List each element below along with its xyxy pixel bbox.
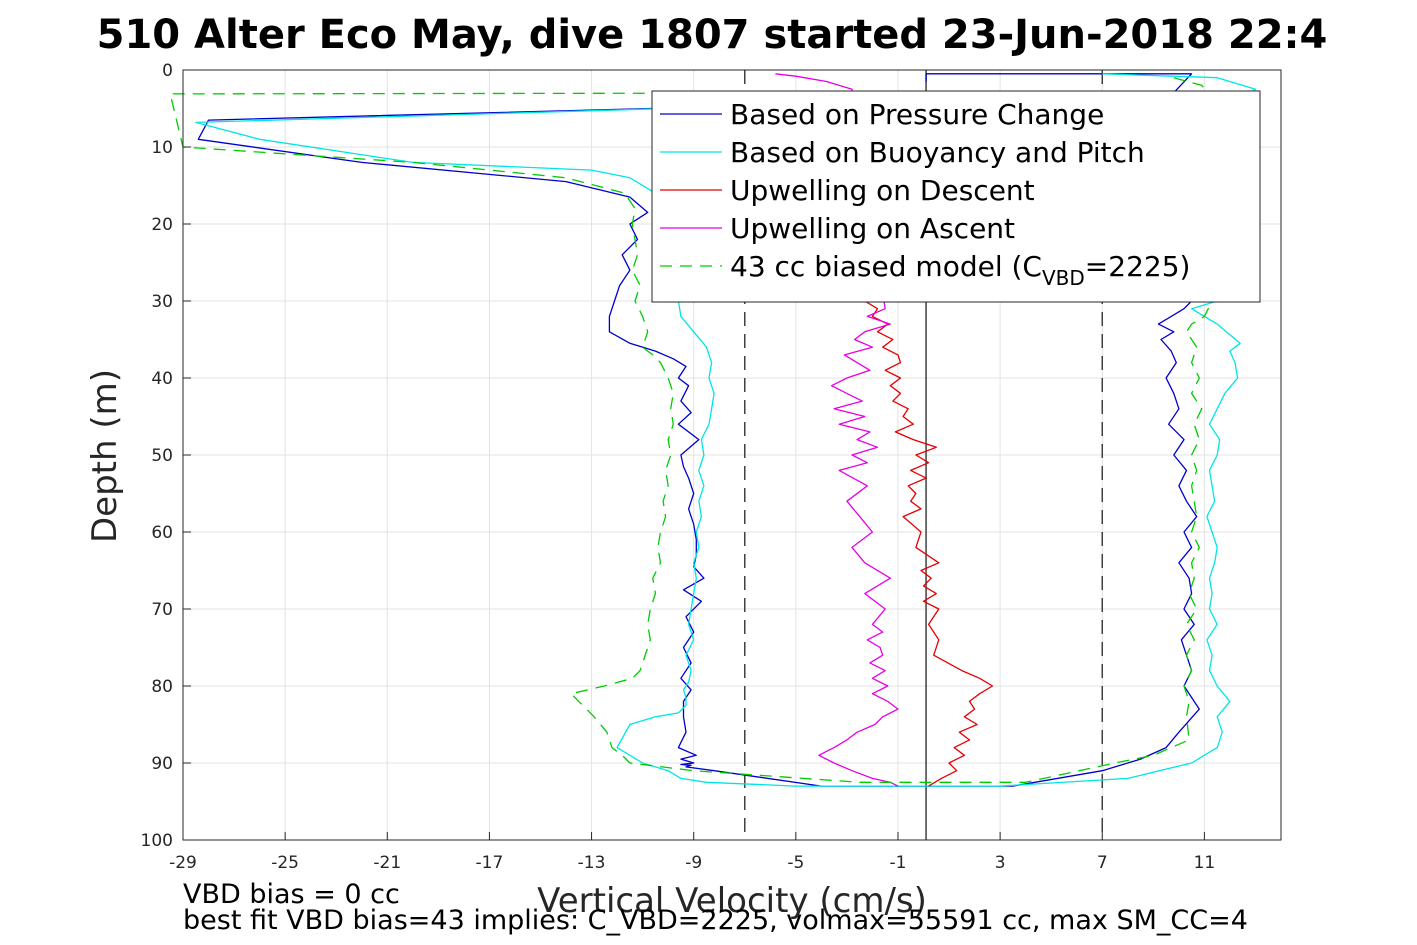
- y-tick-label: 10: [151, 138, 173, 158]
- legend: Based on Pressure Change Based on Buoyanc…: [651, 90, 1261, 303]
- vbd-bias-note: VBD bias = 0 cc: [183, 879, 400, 910]
- x-tick-label: -21: [373, 853, 401, 873]
- x-tick-label: 11: [1194, 853, 1216, 873]
- legend-entry-4: 43 cc biased model (CVBD=2225): [730, 250, 1190, 290]
- x-axis-ticks: -29 -25 -21 -17 -13 -9 -5 -1 3 7 11: [169, 832, 1215, 873]
- y-tick-label: 40: [151, 369, 173, 389]
- legend-entry-2: Upwelling on Descent: [730, 174, 1035, 207]
- x-tick-label: -25: [271, 853, 299, 873]
- x-tick-label: -29: [169, 853, 197, 873]
- y-axis-ticks: 0 10 20 30 40 50 60 70 80 90 100: [141, 61, 191, 851]
- x-tick-label: -5: [787, 853, 804, 873]
- x-tick-label: -9: [685, 853, 702, 873]
- y-tick-label: 20: [151, 215, 173, 235]
- legend-entry-3: Upwelling on Ascent: [730, 212, 1015, 245]
- legend-entry-1: Based on Buoyancy and Pitch: [730, 136, 1145, 169]
- y-tick-label: 60: [151, 523, 173, 543]
- x-tick-label: -17: [476, 853, 504, 873]
- x-tick-label: -1: [890, 853, 907, 873]
- series-line-0: [197, 73, 1206, 787]
- series-line-4: [169, 77, 1226, 783]
- legend-box: [651, 90, 1261, 303]
- series-line-2: [864, 300, 994, 787]
- y-tick-label: 80: [151, 677, 173, 697]
- chart-title: 510 Alter Eco May, dive 1807 started 23-…: [97, 12, 1328, 58]
- series-line-3: [775, 73, 899, 787]
- x-tick-label: 7: [1097, 853, 1108, 873]
- y-tick-label: 90: [151, 754, 173, 774]
- series-line-1: [195, 73, 1257, 787]
- legend-label-prefix: 43 cc biased model (C: [730, 250, 1042, 283]
- y-tick-label: 30: [151, 292, 173, 312]
- legend-entry-0: Based on Pressure Change: [730, 98, 1104, 131]
- y-tick-label: 50: [151, 446, 173, 466]
- series-group: [169, 73, 1257, 787]
- y-tick-label: 70: [151, 600, 173, 620]
- x-tick-label: 3: [995, 853, 1006, 873]
- y-axis-label: Depth (m): [85, 369, 125, 543]
- x-tick-label: -13: [578, 853, 606, 873]
- legend-label-subscript: VBD: [1042, 266, 1085, 290]
- legend-label-suffix: =2225): [1085, 250, 1191, 283]
- y-tick-label: 100: [141, 831, 173, 851]
- best-fit-note: best fit VBD bias=43 implies: C_VBD=2225…: [183, 905, 1248, 936]
- x-axis-label: Vertical Velocity (cm/s): [537, 881, 927, 921]
- y-tick-label: 0: [162, 61, 173, 81]
